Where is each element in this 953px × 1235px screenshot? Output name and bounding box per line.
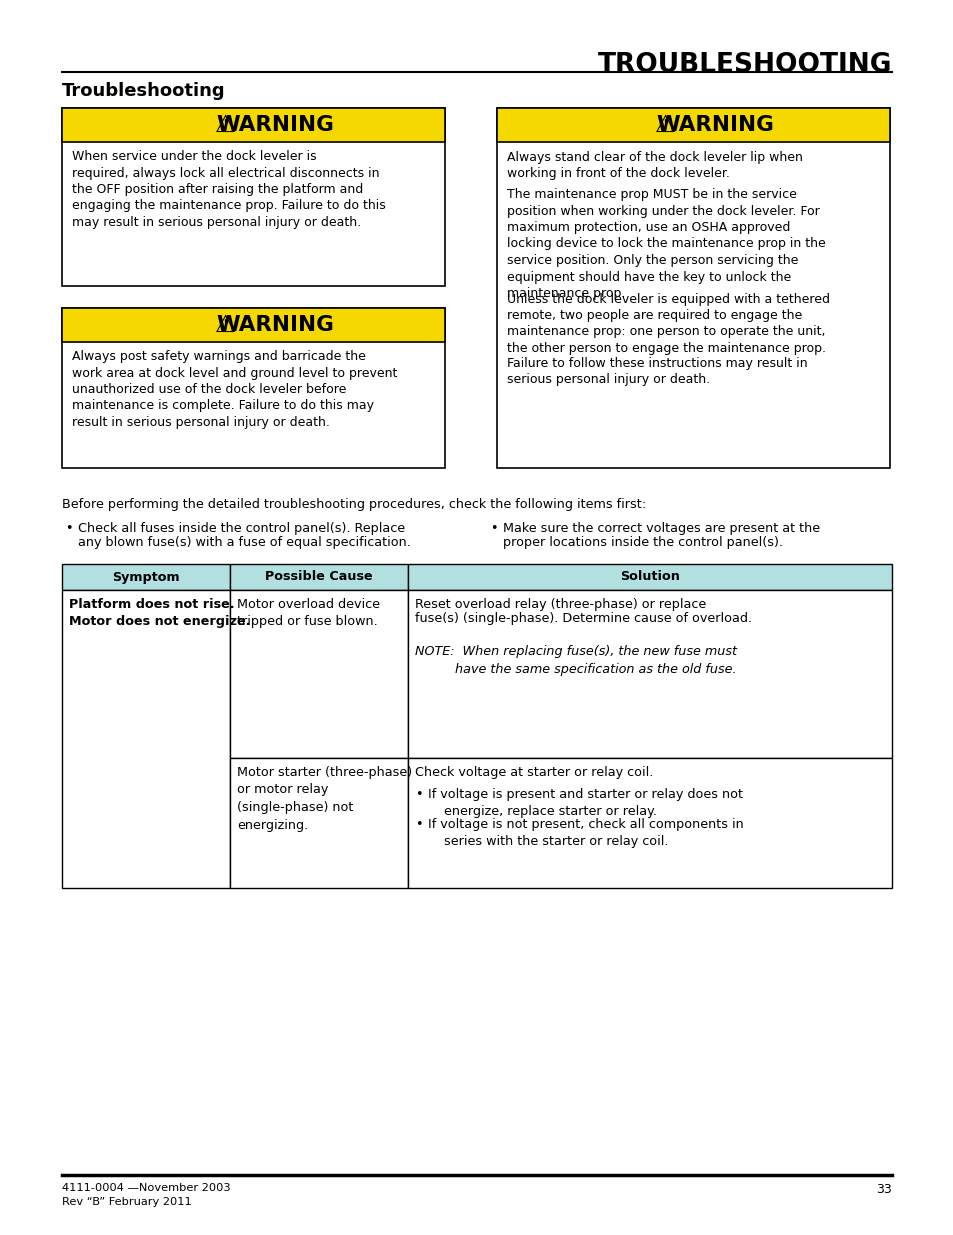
Text: Possible Cause: Possible Cause [265, 571, 373, 583]
Text: •: • [65, 522, 72, 535]
Text: Check voltage at starter or relay coil.: Check voltage at starter or relay coil. [415, 766, 653, 779]
Text: Always stand clear of the dock leveler lip when
working in front of the dock lev: Always stand clear of the dock leveler l… [506, 151, 802, 180]
Bar [230, 564, 408, 590]
Text: •: • [415, 788, 422, 802]
Bar [408, 758, 891, 888]
Text: Always post safety warnings and barricade the
work area at dock level and ground: Always post safety warnings and barricad… [71, 350, 397, 429]
Bar [408, 590, 891, 758]
Text: 4111-0004 —November 2003: 4111-0004 —November 2003 [62, 1183, 231, 1193]
Text: ⚠: ⚠ [214, 312, 235, 337]
Bar [408, 564, 891, 590]
Text: TROUBLESHOOTING: TROUBLESHOOTING [597, 52, 891, 78]
Text: Rev “B” February 2011: Rev “B” February 2011 [62, 1197, 192, 1207]
Text: •: • [415, 818, 422, 831]
Text: WARNING: WARNING [216, 115, 335, 135]
Text: Motor starter (three-phase)
or motor relay
(single-phase) not
energizing.: Motor starter (three-phase) or motor rel… [236, 766, 412, 831]
Bar [62, 564, 230, 590]
Text: ⚠: ⚠ [214, 112, 235, 137]
Text: proper locations inside the control panel(s).: proper locations inside the control pane… [502, 536, 782, 550]
Text: Failure to follow these instructions may result in
serious personal injury or de: Failure to follow these instructions may… [506, 357, 807, 387]
Bar [62, 308, 444, 468]
Text: Before performing the detailed troubleshooting procedures, check the following i: Before performing the detailed troublesh… [62, 498, 645, 511]
Text: WARNING: WARNING [216, 315, 335, 335]
Bar [497, 107, 889, 142]
Text: When service under the dock leveler is
required, always lock all electrical disc: When service under the dock leveler is r… [71, 149, 385, 228]
Text: Symptom: Symptom [112, 571, 179, 583]
Bar [62, 107, 444, 142]
Text: Reset overload relay (three-phase) or replace: Reset overload relay (three-phase) or re… [415, 598, 705, 611]
Text: NOTE:  When replacing fuse(s), the new fuse must
          have the same specifi: NOTE: When replacing fuse(s), the new fu… [415, 645, 737, 676]
Text: If voltage is present and starter or relay does not
    energize, replace starte: If voltage is present and starter or rel… [428, 788, 742, 818]
Text: Platform does not rise.
Motor does not energize.: Platform does not rise. Motor does not e… [69, 598, 250, 629]
Text: Troubleshooting: Troubleshooting [62, 82, 226, 100]
Bar [497, 107, 889, 468]
Text: Motor overload device
tripped or fuse blown.: Motor overload device tripped or fuse bl… [236, 598, 379, 629]
Bar [62, 308, 444, 342]
Text: WARNING: WARNING [656, 115, 774, 135]
Bar [62, 107, 444, 287]
Bar [62, 590, 230, 888]
Bar [230, 758, 408, 888]
Text: 33: 33 [876, 1183, 891, 1195]
Text: any blown fuse(s) with a fuse of equal specification.: any blown fuse(s) with a fuse of equal s… [78, 536, 411, 550]
Text: Solution: Solution [619, 571, 679, 583]
Text: Check all fuses inside the control panel(s). Replace: Check all fuses inside the control panel… [78, 522, 405, 535]
Text: fuse(s) (single-phase). Determine cause of overload.: fuse(s) (single-phase). Determine cause … [415, 613, 751, 625]
Text: •: • [490, 522, 497, 535]
Text: The maintenance prop MUST be in the service
position when working under the dock: The maintenance prop MUST be in the serv… [506, 188, 825, 300]
Text: ⚠: ⚠ [655, 112, 676, 137]
Text: Make sure the correct voltages are present at the: Make sure the correct voltages are prese… [502, 522, 820, 535]
Bar [230, 590, 408, 758]
Text: Unless the dock leveler is equipped with a tethered
remote, two people are requi: Unless the dock leveler is equipped with… [506, 293, 829, 354]
Text: If voltage is not present, check all components in
    series with the starter o: If voltage is not present, check all com… [428, 818, 743, 847]
